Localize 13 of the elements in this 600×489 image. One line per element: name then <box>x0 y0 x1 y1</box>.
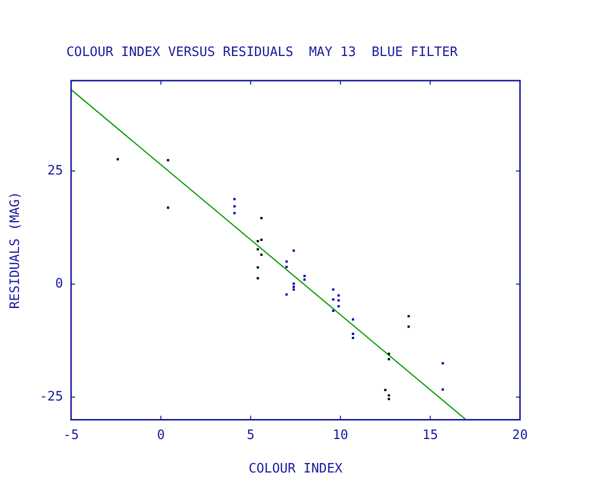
x-tick-label: -5 <box>63 428 79 443</box>
x-tick-label: 0 <box>156 428 165 443</box>
x-tick-label: 5 <box>246 428 255 443</box>
x-tick-label: 10 <box>332 428 348 443</box>
x-tick-label: 20 <box>512 428 528 443</box>
x-tick-label: 15 <box>422 428 438 443</box>
point <box>388 394 390 397</box>
y-axis-title: RESIDUALS (MAG) <box>8 191 24 309</box>
x-axis-title: COLOUR INDEX <box>248 462 343 477</box>
y-tick-label: 0 <box>55 276 64 292</box>
y-tick-label: -25 <box>40 390 64 405</box>
chart-title: COLOUR INDEX VERSUS RESIDUALS MAY 13 BLUE FILTER <box>66 45 458 60</box>
y-tick-label: 25 <box>47 163 64 178</box>
